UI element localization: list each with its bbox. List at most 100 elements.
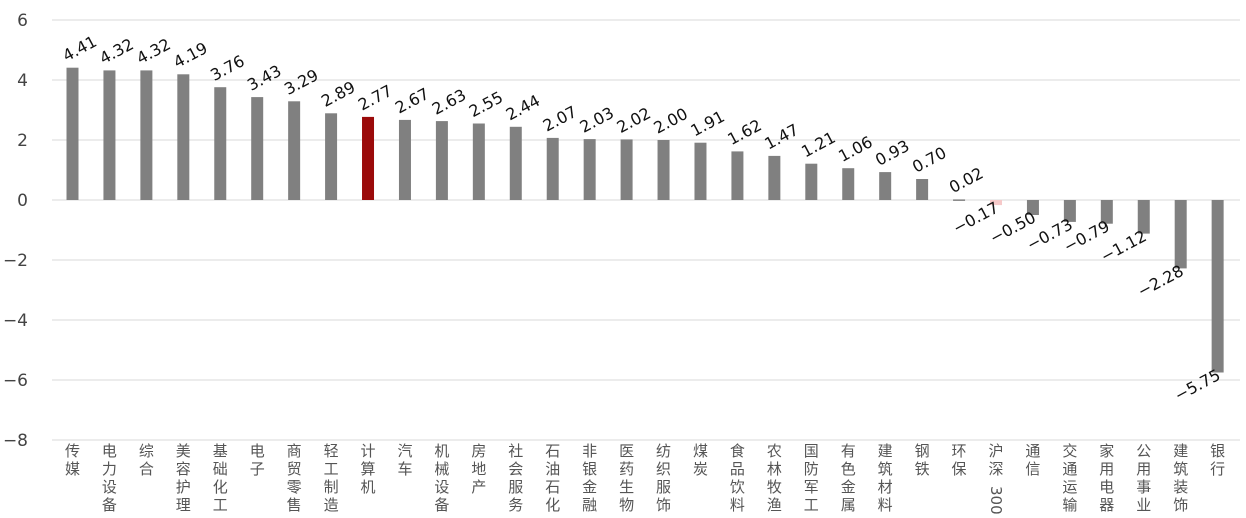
bar-8 [362, 116, 375, 200]
y-tick-label: −2 [3, 251, 28, 271]
bar-10 [435, 121, 448, 200]
data-label-1: 4.32 [96, 34, 136, 68]
data-labels: 4.414.324.324.193.763.433.292.892.772.67… [59, 32, 1223, 405]
bar-16 [657, 140, 670, 200]
bar-17 [694, 142, 707, 200]
bar-12 [509, 126, 522, 200]
category-label-28: 家用电器 [1099, 442, 1114, 514]
category-label-23: 钢铁 [915, 442, 930, 478]
data-label-0: 4.41 [59, 32, 99, 66]
data-label-18: 1.62 [724, 115, 764, 149]
category-label-18: 食品饮料 [730, 442, 745, 514]
data-label-6: 3.29 [281, 65, 321, 99]
category-label-6: 商贸零售 [287, 442, 302, 514]
gridlines [52, 19, 1240, 441]
data-label-2: 4.32 [133, 34, 173, 68]
category-label-digits: 300 [987, 486, 1005, 515]
data-label-5: 3.43 [244, 61, 284, 95]
data-label-20: 1.21 [798, 128, 838, 162]
category-label-29: 公用事业 [1136, 442, 1151, 514]
category-label-15: 医药生物 [619, 442, 634, 514]
y-tick-label: 2 [17, 131, 28, 151]
category-label-17: 煤炭 [693, 442, 708, 478]
bar-19 [768, 155, 781, 200]
bar-29 [1137, 200, 1150, 234]
y-tick-label: 4 [17, 71, 28, 91]
bar-1 [103, 70, 116, 201]
category-label-9: 汽车 [397, 442, 412, 478]
category-label-0: 传媒 [65, 442, 80, 478]
bar-7 [325, 113, 338, 200]
data-label-14: 2.03 [577, 103, 617, 137]
category-label-10: 机械设备 [434, 442, 449, 514]
data-label-10: 2.63 [429, 85, 469, 119]
data-label-23: 0.70 [909, 143, 949, 177]
bar-18 [731, 151, 744, 200]
data-label-21: 1.06 [835, 132, 875, 166]
category-label-2: 综合 [139, 442, 154, 478]
data-label-13: 2.07 [540, 102, 580, 136]
bar-9 [398, 119, 411, 200]
bar-15 [620, 139, 633, 200]
data-label-19: 1.47 [761, 120, 801, 154]
bar-24 [953, 199, 966, 201]
bar-30 [1174, 200, 1187, 269]
category-label-22: 建筑材料 [878, 442, 893, 514]
data-label-9: 2.67 [392, 84, 432, 118]
category-labels: 传媒 电力设备 综合 美容护理 基础化工 电子 商贸零售 轻工制造 计算机 汽车 机械设备 房地产 社会… [65, 442, 1225, 515]
bar-3 [177, 74, 190, 200]
bar-13 [546, 137, 559, 200]
data-label-16: 2.00 [650, 104, 690, 138]
data-label-15: 2.02 [614, 103, 654, 137]
bar-4 [214, 87, 227, 200]
bar-14 [583, 139, 596, 200]
data-label-12: 2.44 [503, 91, 543, 125]
category-label-5: 电子 [250, 442, 265, 478]
y-axis-ticks: 6 4 2 0 −2 −4 −6 −8 [3, 11, 28, 451]
category-label-30: 建筑装饰 [1173, 442, 1188, 514]
bar-6 [288, 101, 301, 200]
bar-26 [1026, 200, 1039, 215]
data-label-30: −2.28 [1134, 261, 1186, 301]
category-label-3: 美容护理 [176, 442, 191, 514]
data-label-31: −5.75 [1171, 365, 1223, 405]
bars [66, 67, 1224, 373]
bar-25 [990, 200, 1002, 206]
bar-31 [1211, 200, 1224, 373]
bar-21 [842, 168, 855, 200]
category-label-13: 石油石化 [545, 442, 560, 514]
bar-0 [66, 67, 79, 200]
category-label-20: 国防军工 [804, 442, 819, 514]
category-label-1: 电力设备 [102, 442, 117, 514]
data-label-22: 0.93 [872, 136, 912, 170]
data-label-11: 2.55 [466, 88, 506, 122]
bar-5 [251, 97, 264, 200]
bar-2 [140, 70, 153, 201]
bar-22 [879, 172, 892, 200]
category-label-21: 有色金属 [841, 442, 856, 514]
bar-28 [1100, 200, 1113, 224]
data-label-17: 1.91 [687, 107, 727, 141]
bar-23 [916, 179, 929, 200]
data-label-24: 0.02 [946, 163, 986, 197]
category-label-27: 交通运输 [1062, 442, 1077, 514]
category-label-14: 非银金融 [582, 442, 597, 514]
category-label-26: 通信 [1025, 442, 1040, 478]
bar-27 [1063, 200, 1076, 222]
data-label-8: 2.77 [355, 81, 395, 115]
y-tick-label: 0 [17, 191, 28, 211]
category-label-12: 社会服务 [508, 442, 523, 514]
category-label-24: 环保 [952, 442, 967, 478]
category-label-31: 银行 [1210, 442, 1225, 478]
y-tick-label: −8 [3, 431, 28, 451]
category-label-16: 纺织服饰 [656, 442, 671, 514]
data-label-7: 2.89 [318, 77, 358, 111]
bar-20 [805, 163, 818, 200]
bar-11 [472, 123, 485, 200]
y-tick-label: 6 [17, 11, 28, 31]
category-label-7: 轻工制造 [324, 442, 339, 514]
y-tick-label: −4 [3, 311, 28, 331]
category-label-19: 农林牧渔 [767, 442, 782, 514]
category-label-11: 房地产 [471, 442, 486, 496]
